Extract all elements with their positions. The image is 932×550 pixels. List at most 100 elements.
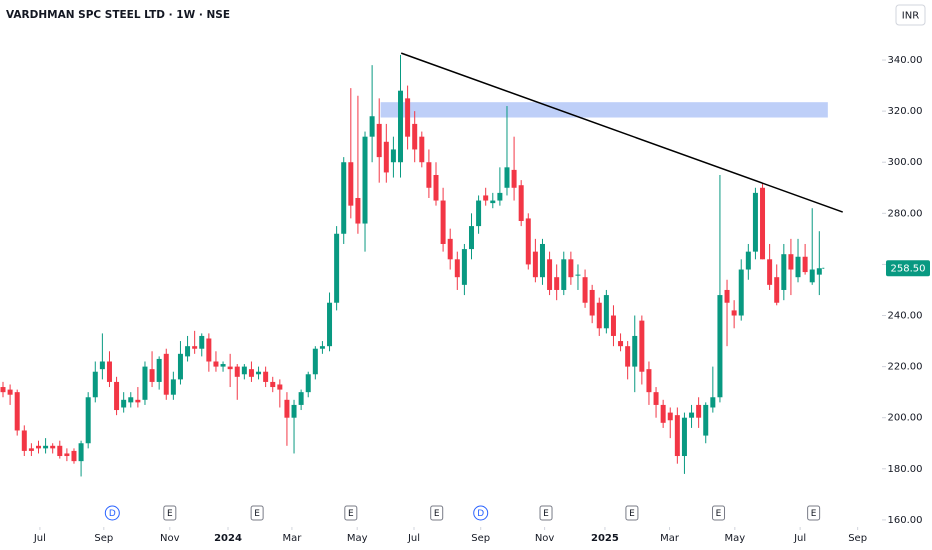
candle-body <box>85 397 91 444</box>
earnings-marker[interactable] <box>344 505 358 521</box>
event-label: E <box>543 509 549 519</box>
candle-body <box>78 443 84 462</box>
candle-body <box>7 389 13 395</box>
candle-body <box>291 404 297 418</box>
currency[interactable]: INR <box>902 11 919 22</box>
candle-body <box>348 162 354 206</box>
x-tick-label: May <box>347 533 368 544</box>
x-tick-label: Jul <box>407 533 420 544</box>
earnings-marker[interactable] <box>539 505 553 521</box>
y-tick-label: 300.00 <box>888 157 923 168</box>
candle-body <box>561 259 567 290</box>
candle-body <box>156 358 162 382</box>
event-label: E <box>716 509 722 519</box>
candle-body <box>114 381 120 411</box>
candle-body <box>128 397 134 403</box>
candle-body <box>256 371 262 375</box>
candle-body <box>50 445 56 449</box>
candle-body <box>752 192 758 252</box>
candle-body <box>461 249 467 285</box>
candle-body <box>199 335 205 349</box>
x-tick-label: Sep <box>848 533 867 544</box>
y-tick-label: 220.00 <box>888 362 923 373</box>
candle-body <box>241 366 247 375</box>
candle-body <box>433 175 439 201</box>
candle-body <box>802 256 808 273</box>
candle-body <box>483 195 489 201</box>
earnings-marker[interactable] <box>250 505 264 521</box>
y-tick-label: 200.00 <box>888 413 923 424</box>
candle-body <box>674 415 680 457</box>
candle-body <box>596 302 602 329</box>
event-label: D <box>477 509 484 519</box>
candle-body <box>248 369 254 377</box>
candle-body <box>681 417 687 457</box>
candle-body <box>419 136 425 163</box>
candle-body <box>121 399 127 408</box>
candle-body <box>610 315 616 336</box>
candle-body <box>412 123 418 150</box>
x-tick-label: 2025 <box>591 533 619 544</box>
earnings-marker[interactable] <box>712 505 726 521</box>
earnings-marker[interactable] <box>807 505 821 521</box>
earnings-marker[interactable] <box>430 505 444 521</box>
candle-body <box>163 353 169 395</box>
candle-body <box>227 366 233 370</box>
candle-body <box>135 399 141 403</box>
candle-body <box>689 412 695 418</box>
candle-body <box>532 251 538 278</box>
candle-body <box>589 289 595 316</box>
candle-body <box>525 218 531 265</box>
earnings-marker[interactable] <box>625 505 639 521</box>
candle-body <box>43 445 49 449</box>
candle-body <box>383 141 389 173</box>
dividend-marker[interactable] <box>473 505 489 521</box>
candle-body <box>447 238 453 260</box>
currency-box[interactable] <box>895 4 926 26</box>
candle-body <box>305 374 311 393</box>
candle-body <box>696 404 702 418</box>
x-tick-label: Jul <box>33 533 46 544</box>
candle-body <box>781 254 787 290</box>
event-label: E <box>348 509 354 519</box>
dividend-marker[interactable] <box>104 505 120 521</box>
x-tick-label: Sep <box>94 533 113 544</box>
candle-body <box>809 269 815 283</box>
candle-body <box>774 277 780 303</box>
candle-body <box>206 338 212 362</box>
candle-body <box>64 453 70 457</box>
x-tick-label: 2024 <box>214 533 242 544</box>
candle-body <box>369 116 375 137</box>
candle-body <box>767 259 773 285</box>
candle-body <box>71 450 77 462</box>
candle-body <box>192 346 198 349</box>
candle-body <box>92 371 98 398</box>
candle-body <box>99 361 105 370</box>
candle-body <box>390 149 396 163</box>
candle-body <box>760 187 766 260</box>
candle-body <box>376 123 382 158</box>
y-tick-label: 240.00 <box>888 311 923 322</box>
x-tick-label: Jul <box>793 533 806 544</box>
candle-body <box>497 192 503 201</box>
last-price-box <box>886 260 930 277</box>
candle-body <box>468 226 474 250</box>
earnings-marker[interactable] <box>163 505 177 521</box>
candle-body <box>603 295 609 329</box>
candle-body <box>554 277 560 290</box>
candle-body <box>795 256 801 278</box>
candle-body <box>327 302 333 347</box>
event-label: E <box>254 509 260 519</box>
candle-body <box>539 243 545 278</box>
candle-body <box>575 274 581 276</box>
event-label: D <box>109 509 116 519</box>
candle-body <box>220 364 226 367</box>
event-label: E <box>811 509 817 519</box>
candle-body <box>213 361 219 367</box>
candle-body <box>57 445 63 457</box>
candle-body <box>398 90 404 163</box>
candle-body <box>312 348 318 375</box>
candle-body <box>362 136 368 224</box>
candle-body <box>738 269 744 316</box>
